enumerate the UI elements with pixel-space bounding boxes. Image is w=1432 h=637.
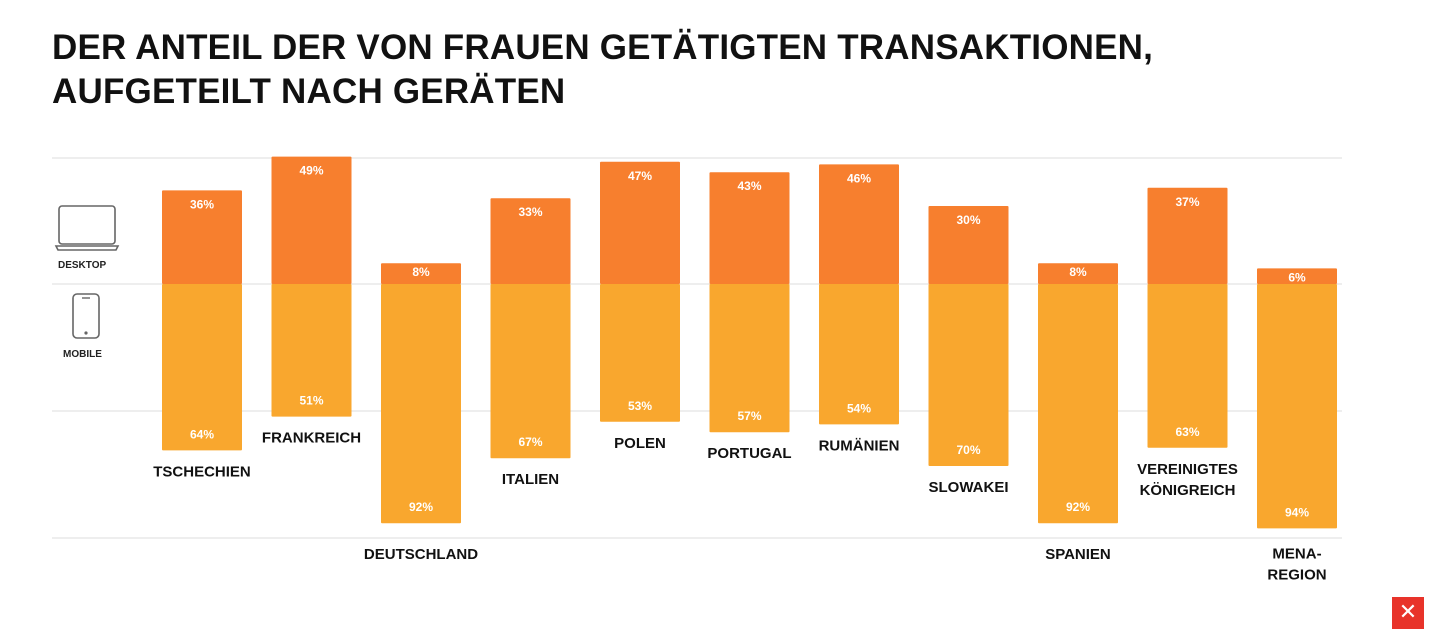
legend-desktop-label: DESKTOP (58, 260, 106, 271)
category-label: VEREINIGTES (1137, 461, 1238, 478)
value-label-desktop: 49% (299, 164, 323, 178)
bar-mobile (1038, 284, 1118, 524)
value-label-mobile: 54% (847, 401, 871, 415)
value-label-desktop: 8% (412, 265, 430, 279)
value-label-mobile: 94% (1285, 505, 1309, 519)
value-label-mobile: 67% (518, 435, 542, 449)
bar-group: 43% 57% PORTUGAL (707, 172, 792, 462)
value-label-desktop: 33% (518, 205, 542, 219)
category-label: SPANIEN (1045, 546, 1111, 563)
value-label-desktop: 43% (737, 179, 761, 193)
bar-mobile (271, 284, 352, 417)
value-label-desktop: 47% (628, 169, 652, 183)
bar-mobile (709, 284, 790, 433)
category-label: KÖNIGREICH (1140, 482, 1236, 499)
bar-mobile (600, 284, 680, 422)
category-label: PORTUGAL (707, 445, 791, 462)
bar-group: 8% 92% SPANIEN (1038, 263, 1118, 563)
value-label-mobile: 64% (190, 427, 214, 441)
value-label-mobile: 92% (409, 500, 433, 514)
bar-mobile (819, 284, 899, 425)
category-label: SLOWAKEI (928, 479, 1008, 496)
bar-mobile (381, 284, 461, 524)
bar-desktop (381, 263, 461, 284)
bar-desktop (600, 161, 680, 284)
bar-group: 6% 94% MENA- REGION (1257, 268, 1337, 583)
bar-mobile (1257, 284, 1337, 529)
bar-group: 46% 54% RUMÄNIEN (819, 164, 900, 454)
bar-desktop (271, 156, 352, 284)
bar-desktop (928, 206, 1009, 284)
bar-desktop (490, 198, 571, 284)
bar-desktop (1257, 268, 1337, 284)
bar-group: 30% 70% SLOWAKEI (928, 206, 1009, 496)
category-label: FRANKREICH (262, 430, 361, 447)
value-label-desktop: 6% (1288, 270, 1306, 284)
bar-group: 8% 92% DEUTSCHLAND (364, 263, 478, 563)
bar-mobile (490, 284, 571, 459)
value-label-desktop: 46% (847, 171, 871, 185)
category-label: MENA- (1272, 545, 1321, 562)
bar-mobile (928, 284, 1009, 466)
bar-desktop (709, 172, 790, 284)
value-label-mobile: 53% (628, 399, 652, 413)
category-label: REGION (1267, 566, 1326, 583)
bar-group: 37% 63% VEREINIGTES KÖNIGREICH (1137, 187, 1238, 499)
value-label-desktop: 37% (1175, 195, 1199, 209)
value-label-desktop: 36% (190, 197, 214, 211)
category-label: DEUTSCHLAND (364, 546, 478, 563)
bar-mobile (1147, 284, 1228, 448)
chart-title: DER ANTEIL DER VON FRAUEN GETÄTIGTEN TRA… (52, 26, 1352, 114)
gridlines (52, 157, 1342, 539)
category-label: ITALIEN (502, 471, 559, 488)
xtb-logo-icon: ✕ (1392, 597, 1424, 629)
bar-group: 49% 51% FRANKREICH (262, 156, 361, 447)
bar-desktop (1038, 263, 1118, 284)
value-label-mobile: 63% (1175, 425, 1199, 439)
bar-desktop (162, 190, 242, 284)
category-label: RUMÄNIEN (819, 437, 900, 454)
value-label-mobile: 57% (737, 409, 761, 423)
value-label-mobile: 92% (1066, 500, 1090, 514)
value-label-mobile: 51% (299, 394, 323, 408)
bars: 36% 64% TSCHECHIEN 49% 51% FRANKREICH 8% 92% DEU… (153, 156, 1337, 583)
bar-group: 36% 64% TSCHECHIEN (153, 190, 251, 480)
chart-title-line1: DER ANTEIL DER VON FRAUEN GETÄTIGTEN TRA… (52, 28, 1154, 67)
bar-group: 47% 53% POLEN (600, 161, 680, 452)
bar-group: 33% 67% ITALIEN (490, 198, 571, 488)
smartphone-icon (72, 293, 100, 339)
device-legend: DESKTOP MOBILE (54, 205, 120, 360)
legend-mobile-label: MOBILE (63, 349, 102, 360)
bar-mobile (162, 284, 242, 451)
category-label: TSCHECHIEN (153, 463, 251, 480)
laptop-icon (54, 205, 120, 251)
value-label-mobile: 70% (956, 443, 980, 457)
chart-title-line2: AUFGETEILT NACH GERÄTEN (52, 72, 566, 111)
value-label-desktop: 8% (1069, 265, 1087, 279)
value-label-desktop: 30% (956, 213, 980, 227)
bar-desktop (1147, 187, 1228, 284)
category-label: POLEN (614, 435, 666, 452)
bar-desktop (819, 164, 899, 284)
